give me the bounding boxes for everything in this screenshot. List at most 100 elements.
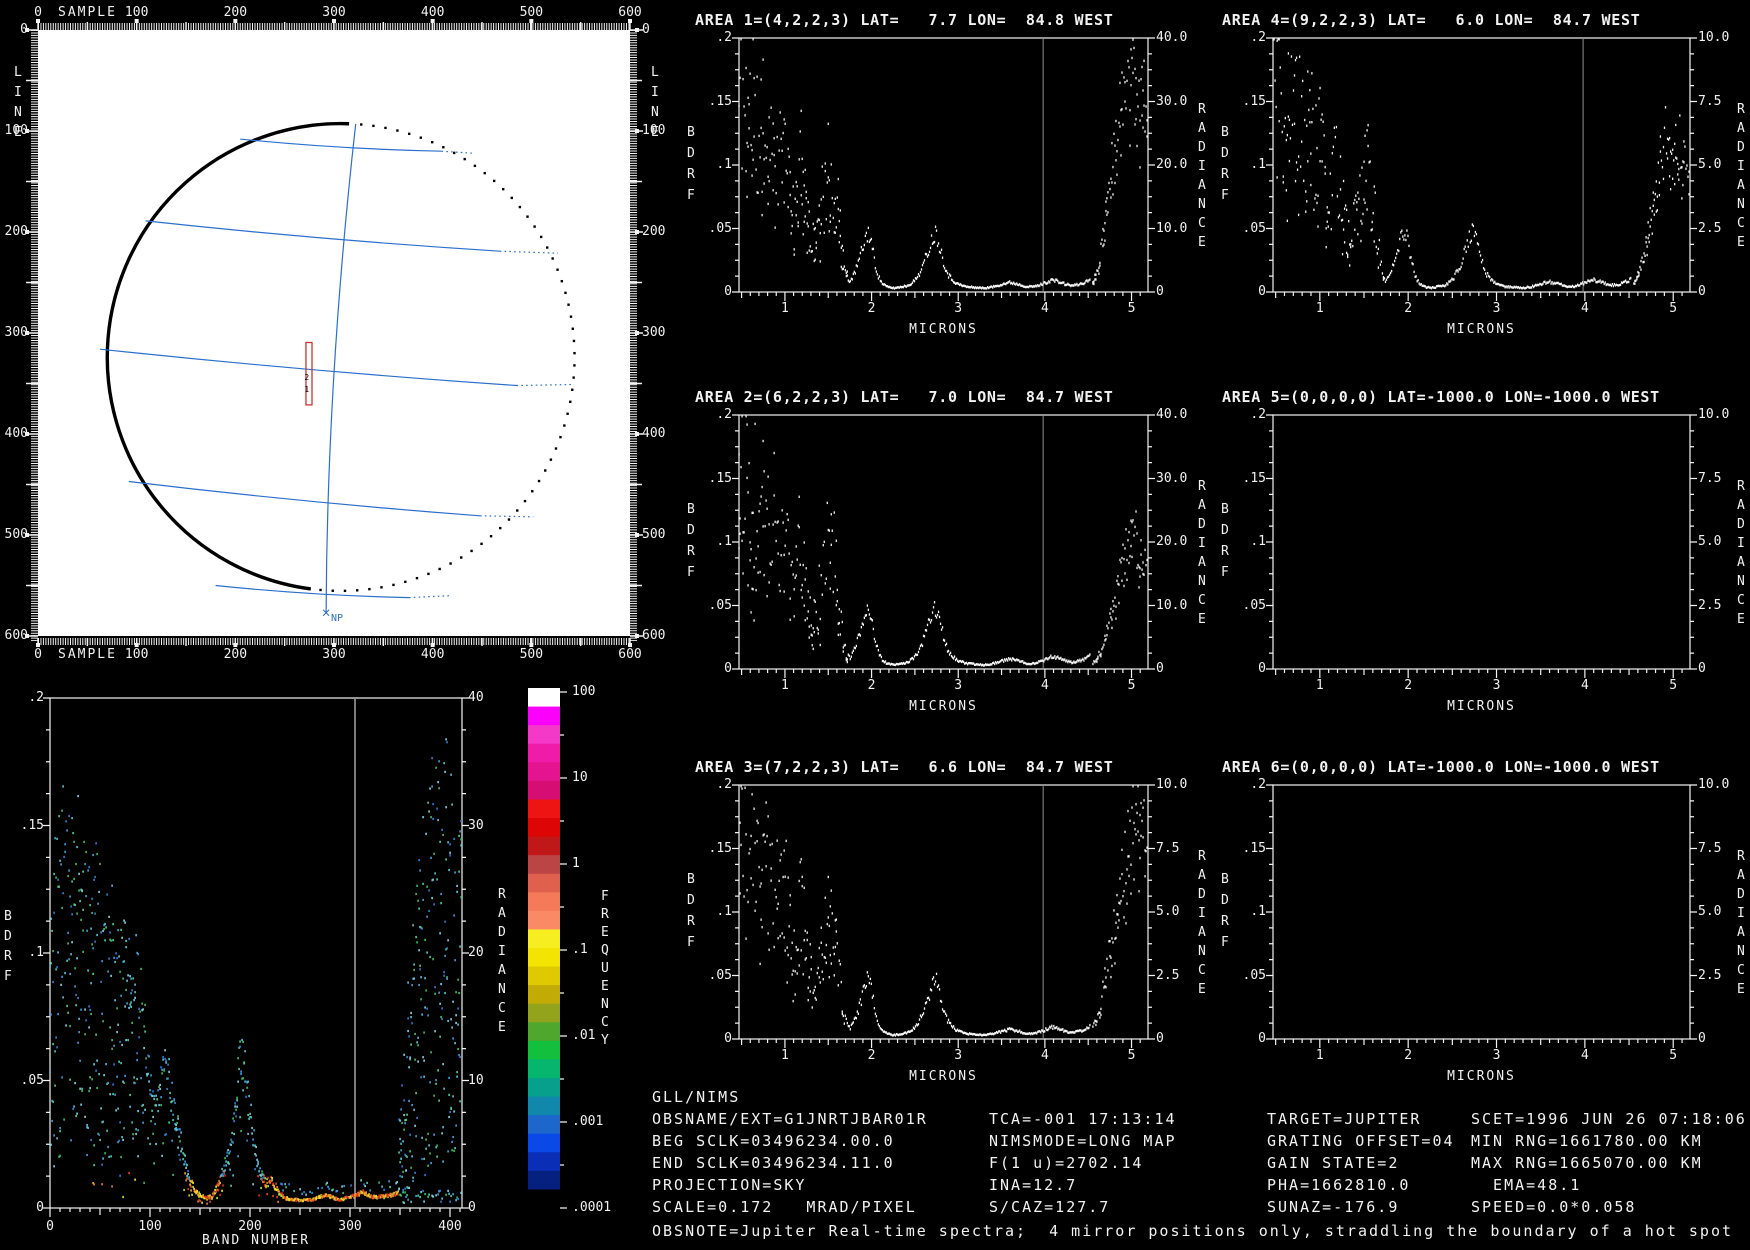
radiance-axis-letter: A	[1737, 925, 1745, 940]
tick-label: .1	[1250, 157, 1266, 172]
tick-label: 5	[1127, 1048, 1136, 1063]
radiance-tick-label: 40.0	[1156, 407, 1188, 422]
radiance-tick-label: 0	[1156, 1031, 1164, 1046]
area-4-plot	[1266, 37, 1697, 301]
bdrf-axis-letter: D	[4, 929, 12, 944]
tick-label: .2	[1250, 407, 1266, 422]
tick-label: 1	[1315, 1048, 1324, 1063]
tick-label: 4	[1040, 301, 1049, 316]
metadata-obsnote: OBSNOTE=Jupiter Real-time spectra; 4 mir…	[652, 1222, 1734, 1240]
line-tick-label: 600	[642, 628, 666, 643]
tick-label: 2	[867, 301, 876, 316]
radiance-axis-letter: I	[1737, 906, 1745, 921]
line-axis-letter: E	[651, 125, 659, 140]
microns-axis-label: MICRONS	[1447, 699, 1516, 714]
tick-label: 2	[867, 678, 876, 693]
area-5-plot	[1266, 414, 1697, 678]
metadata-field: MIN RNG=1661780.00 KM	[1471, 1132, 1703, 1150]
line-tick-label: 600	[4, 628, 28, 643]
radiance-tick-label: 10.0	[1698, 30, 1730, 45]
radiance-axis-letter: A	[1737, 498, 1745, 513]
tick-label: .15	[708, 93, 732, 109]
metadata-field: TCA=-001 17:13:14	[989, 1110, 1177, 1128]
tick-label: .15	[708, 470, 732, 486]
tick-label: .2	[716, 777, 732, 792]
frequency-axis-letter: R	[601, 907, 609, 922]
metadata-field: PHA=1662810.0	[1267, 1176, 1411, 1194]
tick-label: .1	[716, 534, 732, 549]
radiance-tick-label: 5.0	[1156, 904, 1180, 919]
tick-label: 2	[867, 1048, 876, 1063]
line-axis-letter: L	[14, 65, 22, 80]
metadata-field: SCET=1996 JUN 26 07:18:06	[1471, 1110, 1747, 1128]
microns-axis-label: MICRONS	[1447, 1069, 1516, 1084]
tick-label: 3	[1492, 678, 1501, 693]
tick-label: 0	[1258, 284, 1266, 299]
tick-label: 0	[724, 284, 732, 299]
frequency-axis-letter: F	[601, 889, 609, 904]
line-tick-label: 400	[4, 426, 28, 441]
line-tick-label: 300	[642, 325, 666, 340]
bdrf-axis-letter: R	[687, 914, 695, 929]
radiance-axis-letter: R	[498, 887, 506, 902]
sample-tick-label: 0	[34, 5, 42, 20]
microns-axis-label: MICRONS	[909, 322, 978, 337]
tick-label: 2	[1404, 1048, 1413, 1063]
sample-tick-label: 200	[223, 647, 248, 662]
radiance-axis-letter: A	[1198, 555, 1206, 570]
radiance-tick-label: 7.5	[1698, 93, 1722, 109]
radiance-axis-letter: I	[498, 944, 506, 959]
bdrf-axis-letter: F	[687, 565, 695, 580]
area-3-title: AREA 3=(7,2,2,3) LAT= 6.6 LON= 84.7 WEST	[695, 758, 1114, 776]
area-2-points	[738, 415, 1148, 667]
radiance-axis-letter: A	[1198, 121, 1206, 136]
radiance-axis-letter: N	[1198, 197, 1206, 212]
tick-label: .1	[1250, 534, 1266, 549]
radiance-axis-letter: N	[1198, 944, 1206, 959]
tick-label: .2	[716, 30, 732, 45]
radiance-tick-label: 30.0	[1156, 470, 1188, 486]
tick-label: .15	[708, 840, 732, 856]
disk-dotted-limb	[319, 123, 576, 593]
radiance-axis-letter: R	[1737, 102, 1745, 117]
radiance-axis-letter: A	[1198, 178, 1206, 193]
sample-tick-label: 0	[34, 647, 42, 662]
frequency-axis-letter: Y	[601, 1033, 609, 1048]
band-histogram-points	[49, 738, 462, 1205]
line-tick-label: 200	[642, 224, 666, 239]
observation-footprint-box	[305, 341, 313, 406]
tick-label: .15	[20, 817, 44, 833]
frequency-tick-label: 10	[572, 770, 588, 785]
metadata-field: EMA=48.1	[1471, 1176, 1582, 1194]
tick-label: 0	[1258, 661, 1266, 676]
radiance-axis-letter: D	[498, 925, 506, 940]
radiance-tick-label: 0	[1698, 284, 1706, 299]
radiance-axis-letter: A	[498, 906, 506, 921]
bdrf-axis-letter: R	[1221, 167, 1229, 182]
line-axis-letter: N	[651, 105, 659, 120]
radiance-tick-label: 10.0	[1156, 597, 1188, 613]
radiance-axis-letter: A	[1198, 868, 1206, 883]
latitude-line	[145, 220, 500, 252]
tick-label: .05	[20, 1072, 44, 1088]
bdrf-axis-letter: D	[1221, 146, 1229, 161]
area-6-plot	[1266, 784, 1697, 1048]
tick-label: .15	[1242, 840, 1266, 856]
bdrf-axis-letter: B	[687, 502, 695, 517]
radiance-axis-letter: A	[1737, 178, 1745, 193]
line-tick-label: 300	[4, 325, 28, 340]
sample-tick-label: 100	[124, 5, 149, 20]
radiance-tick-label: 7.5	[1698, 840, 1722, 856]
radiance-tick-label: 40.0	[1156, 30, 1188, 45]
line-tick-label: 400	[642, 426, 666, 441]
area-2-title: AREA 2=(6,2,2,3) LAT= 7.0 LON= 84.7 WEST	[695, 388, 1114, 406]
sample-tick-label: 500	[519, 5, 544, 20]
sample-tick-label: 400	[420, 5, 445, 20]
latitude-line	[128, 480, 481, 517]
bdrf-axis-letter: B	[1221, 502, 1229, 517]
metadata-field: F(1 u)=2702.14	[989, 1154, 1144, 1172]
radiance-axis-letter: A	[1198, 498, 1206, 513]
tick-label: 1	[781, 678, 789, 693]
bdrf-axis-letter: D	[687, 146, 695, 161]
radiance-tick-label: 2.5	[1698, 597, 1722, 613]
